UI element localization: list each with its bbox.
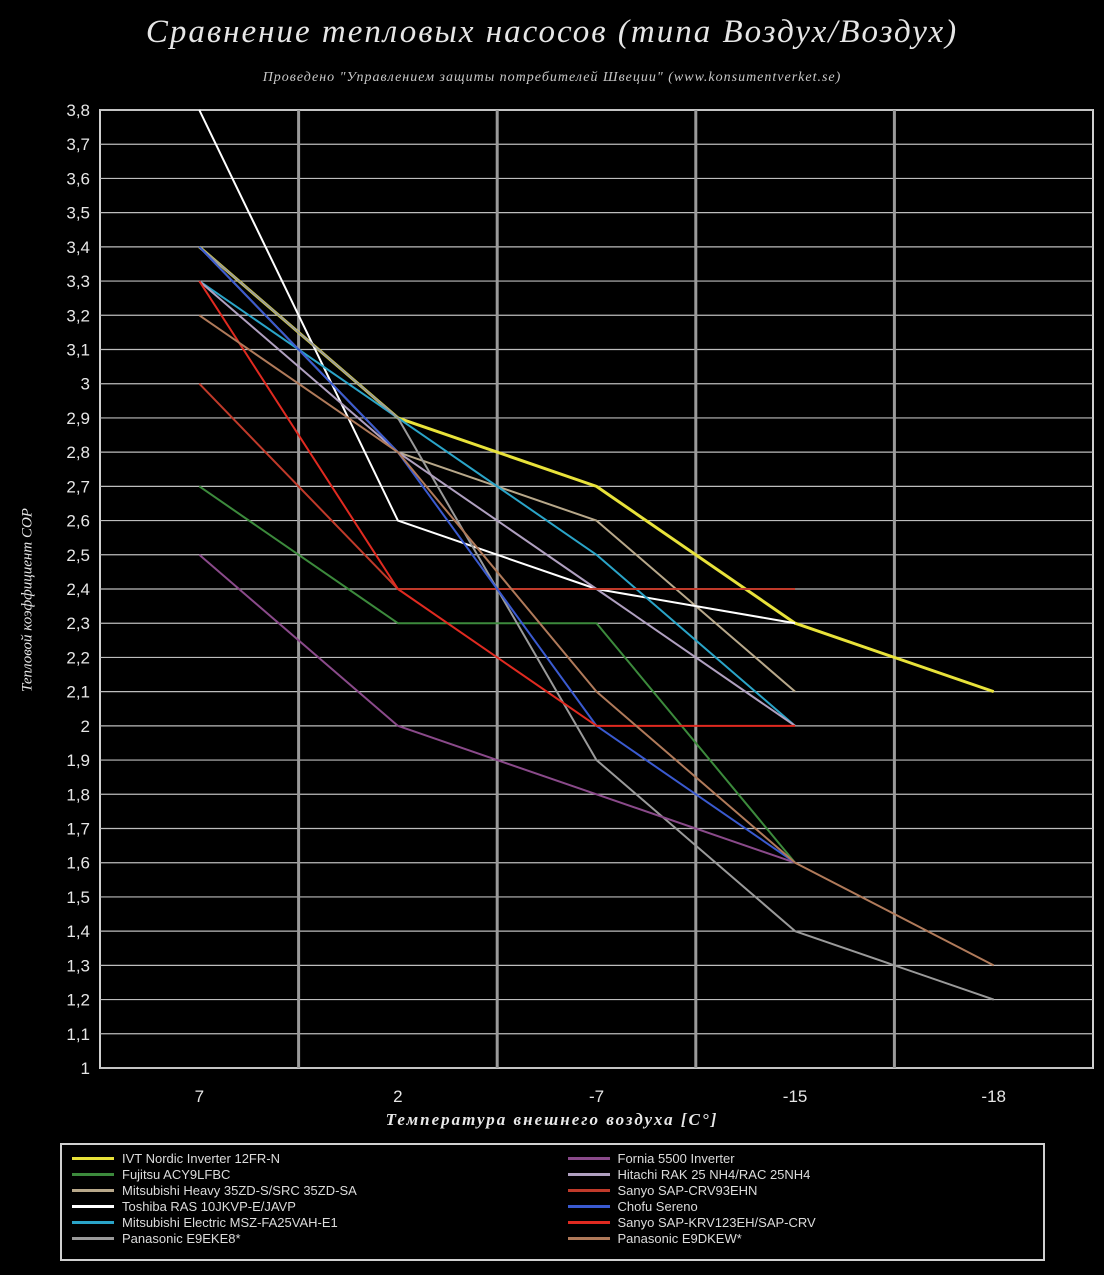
chart-plot: 3,8 3,7 3,6 3,5 3,4 3,3 3,2 3,1 3 2,9 2,8 2,7 2,6 2,5… xyxy=(66,101,1094,1106)
y-tick-label: 1,5 xyxy=(66,888,90,907)
y-tick-label: 1,6 xyxy=(66,854,90,873)
y-tick-label: 3,7 xyxy=(66,135,90,154)
chart-subtitle: Проведено "Управлением защиты потребител… xyxy=(262,70,842,85)
legend-swatch xyxy=(72,1172,114,1176)
x-axis-label: Температура внешнего воздуха [C°] xyxy=(385,1110,719,1129)
y-tick-label: 2,5 xyxy=(66,546,90,565)
series-line xyxy=(198,280,796,727)
legend-item: Hitachi RAK 25 NH4/RAC 25NH4 xyxy=(567,1166,1034,1182)
y-tick-label: 1,3 xyxy=(66,956,90,975)
legend-swatch xyxy=(567,1156,610,1160)
series-line xyxy=(198,485,796,864)
y-tick-label: 1,8 xyxy=(66,785,90,804)
legend-swatch xyxy=(567,1236,610,1240)
legend-swatch xyxy=(72,1188,114,1192)
legend-item: Panasonic E9EKE8* xyxy=(72,1230,538,1246)
y-tick-label: 2,3 xyxy=(66,614,90,633)
y-tick-label: 3,3 xyxy=(66,272,90,291)
series-line xyxy=(198,554,796,864)
y-tick-label: 2 xyxy=(81,717,90,736)
y-tick-label: 3,8 xyxy=(66,101,90,120)
legend-item: Mitsubishi Heavy 35ZD-S/SRC 35ZD-SA xyxy=(72,1182,538,1198)
legend-item: Fujitsu ACY9LFBC xyxy=(72,1166,538,1182)
legend-item: Fornia 5500 Inverter xyxy=(567,1150,1034,1166)
legend-label: Panasonic E9EKE8* xyxy=(122,1230,241,1246)
legend-item: Toshiba RAS 10JKVP-E/JAVP xyxy=(72,1198,538,1214)
legend-swatch xyxy=(72,1204,114,1208)
x-tick-label: -7 xyxy=(589,1087,604,1106)
legend-label: Panasonic E9DKEW* xyxy=(617,1230,742,1246)
legend-swatch xyxy=(567,1220,610,1224)
chart-title: Сравнение тепловых насосов (типа Воздух/… xyxy=(145,14,959,50)
y-tick-label: 2,1 xyxy=(66,683,90,702)
legend-item: Mitsubishi Electric MSZ-FA25VAH-E1 xyxy=(72,1214,538,1230)
y-tick-label: 1,4 xyxy=(66,922,90,941)
y-tick-label: 3 xyxy=(81,375,90,394)
x-tick-label: 7 xyxy=(195,1087,204,1106)
y-axis-label: Тепловой коэффициент COP xyxy=(19,508,36,692)
x-tick-label: -15 xyxy=(783,1087,808,1106)
legend-swatch xyxy=(567,1204,610,1208)
x-tick-label: -18 xyxy=(981,1087,1006,1106)
chart-legend: IVT Nordic Inverter 12FR-N Fornia 5500 In… xyxy=(60,1143,1045,1261)
legend-swatch xyxy=(72,1156,114,1160)
series-line xyxy=(198,314,995,967)
y-tick-label: 1,9 xyxy=(66,751,90,770)
legend-label: Hitachi RAK 25 NH4/RAC 25NH4 xyxy=(617,1166,811,1182)
y-tick-label: 1,2 xyxy=(66,991,90,1010)
y-tick-label: 1,1 xyxy=(66,1025,90,1044)
legend-swatch xyxy=(567,1188,610,1192)
series-line xyxy=(198,280,796,727)
legend-label: Sanyo SAP-KRV123EH/SAP-CRV xyxy=(617,1214,816,1230)
y-tick-label: 2,9 xyxy=(66,409,90,428)
legend-item: Chofu Sereno xyxy=(567,1198,1034,1214)
y-tick-label: 3,4 xyxy=(66,238,90,257)
legend-swatch xyxy=(567,1172,610,1176)
legend-item: IVT Nordic Inverter 12FR-N xyxy=(72,1150,538,1166)
legend-swatch xyxy=(72,1220,114,1224)
legend-swatch xyxy=(72,1236,114,1240)
legend-label: Mitsubishi Electric MSZ-FA25VAH-E1 xyxy=(122,1214,338,1230)
y-tick-label: 2,2 xyxy=(66,648,90,667)
y-tick-label: 2,8 xyxy=(66,443,90,462)
y-tick-label: 2,6 xyxy=(66,512,90,531)
y-tick-label: 3,5 xyxy=(66,204,90,223)
legend-label: Fujitsu ACY9LFBC xyxy=(122,1166,231,1182)
y-tick-label: 1,7 xyxy=(66,820,90,839)
legend-label: IVT Nordic Inverter 12FR-N xyxy=(122,1150,280,1166)
y-tick-label: 3,6 xyxy=(66,169,90,188)
y-tick-label: 3,2 xyxy=(66,306,90,325)
series-line xyxy=(198,109,796,625)
legend-item: Sanyo SAP-KRV123EH/SAP-CRV xyxy=(567,1214,1034,1230)
legend-item: Panasonic E9DKEW* xyxy=(567,1230,1034,1246)
x-tick-label: 2 xyxy=(393,1087,402,1106)
legend-item: Sanyo SAP-CRV93EHN xyxy=(567,1182,1034,1198)
y-tick-label: 1 xyxy=(81,1059,90,1078)
y-tick-label: 3,1 xyxy=(66,341,90,360)
y-tick-label: 2,7 xyxy=(66,477,90,496)
legend-label: Chofu Sereno xyxy=(617,1198,698,1214)
y-tick-label: 2,4 xyxy=(66,580,90,599)
legend-label: Sanyo SAP-CRV93EHN xyxy=(617,1182,758,1198)
legend-label: Mitsubishi Heavy 35ZD-S/SRC 35ZD-SA xyxy=(122,1182,357,1198)
series-line xyxy=(198,246,995,1001)
series-line xyxy=(198,246,796,864)
legend-label: Fornia 5500 Inverter xyxy=(617,1150,735,1166)
legend-label: Toshiba RAS 10JKVP-E/JAVP xyxy=(122,1198,296,1214)
